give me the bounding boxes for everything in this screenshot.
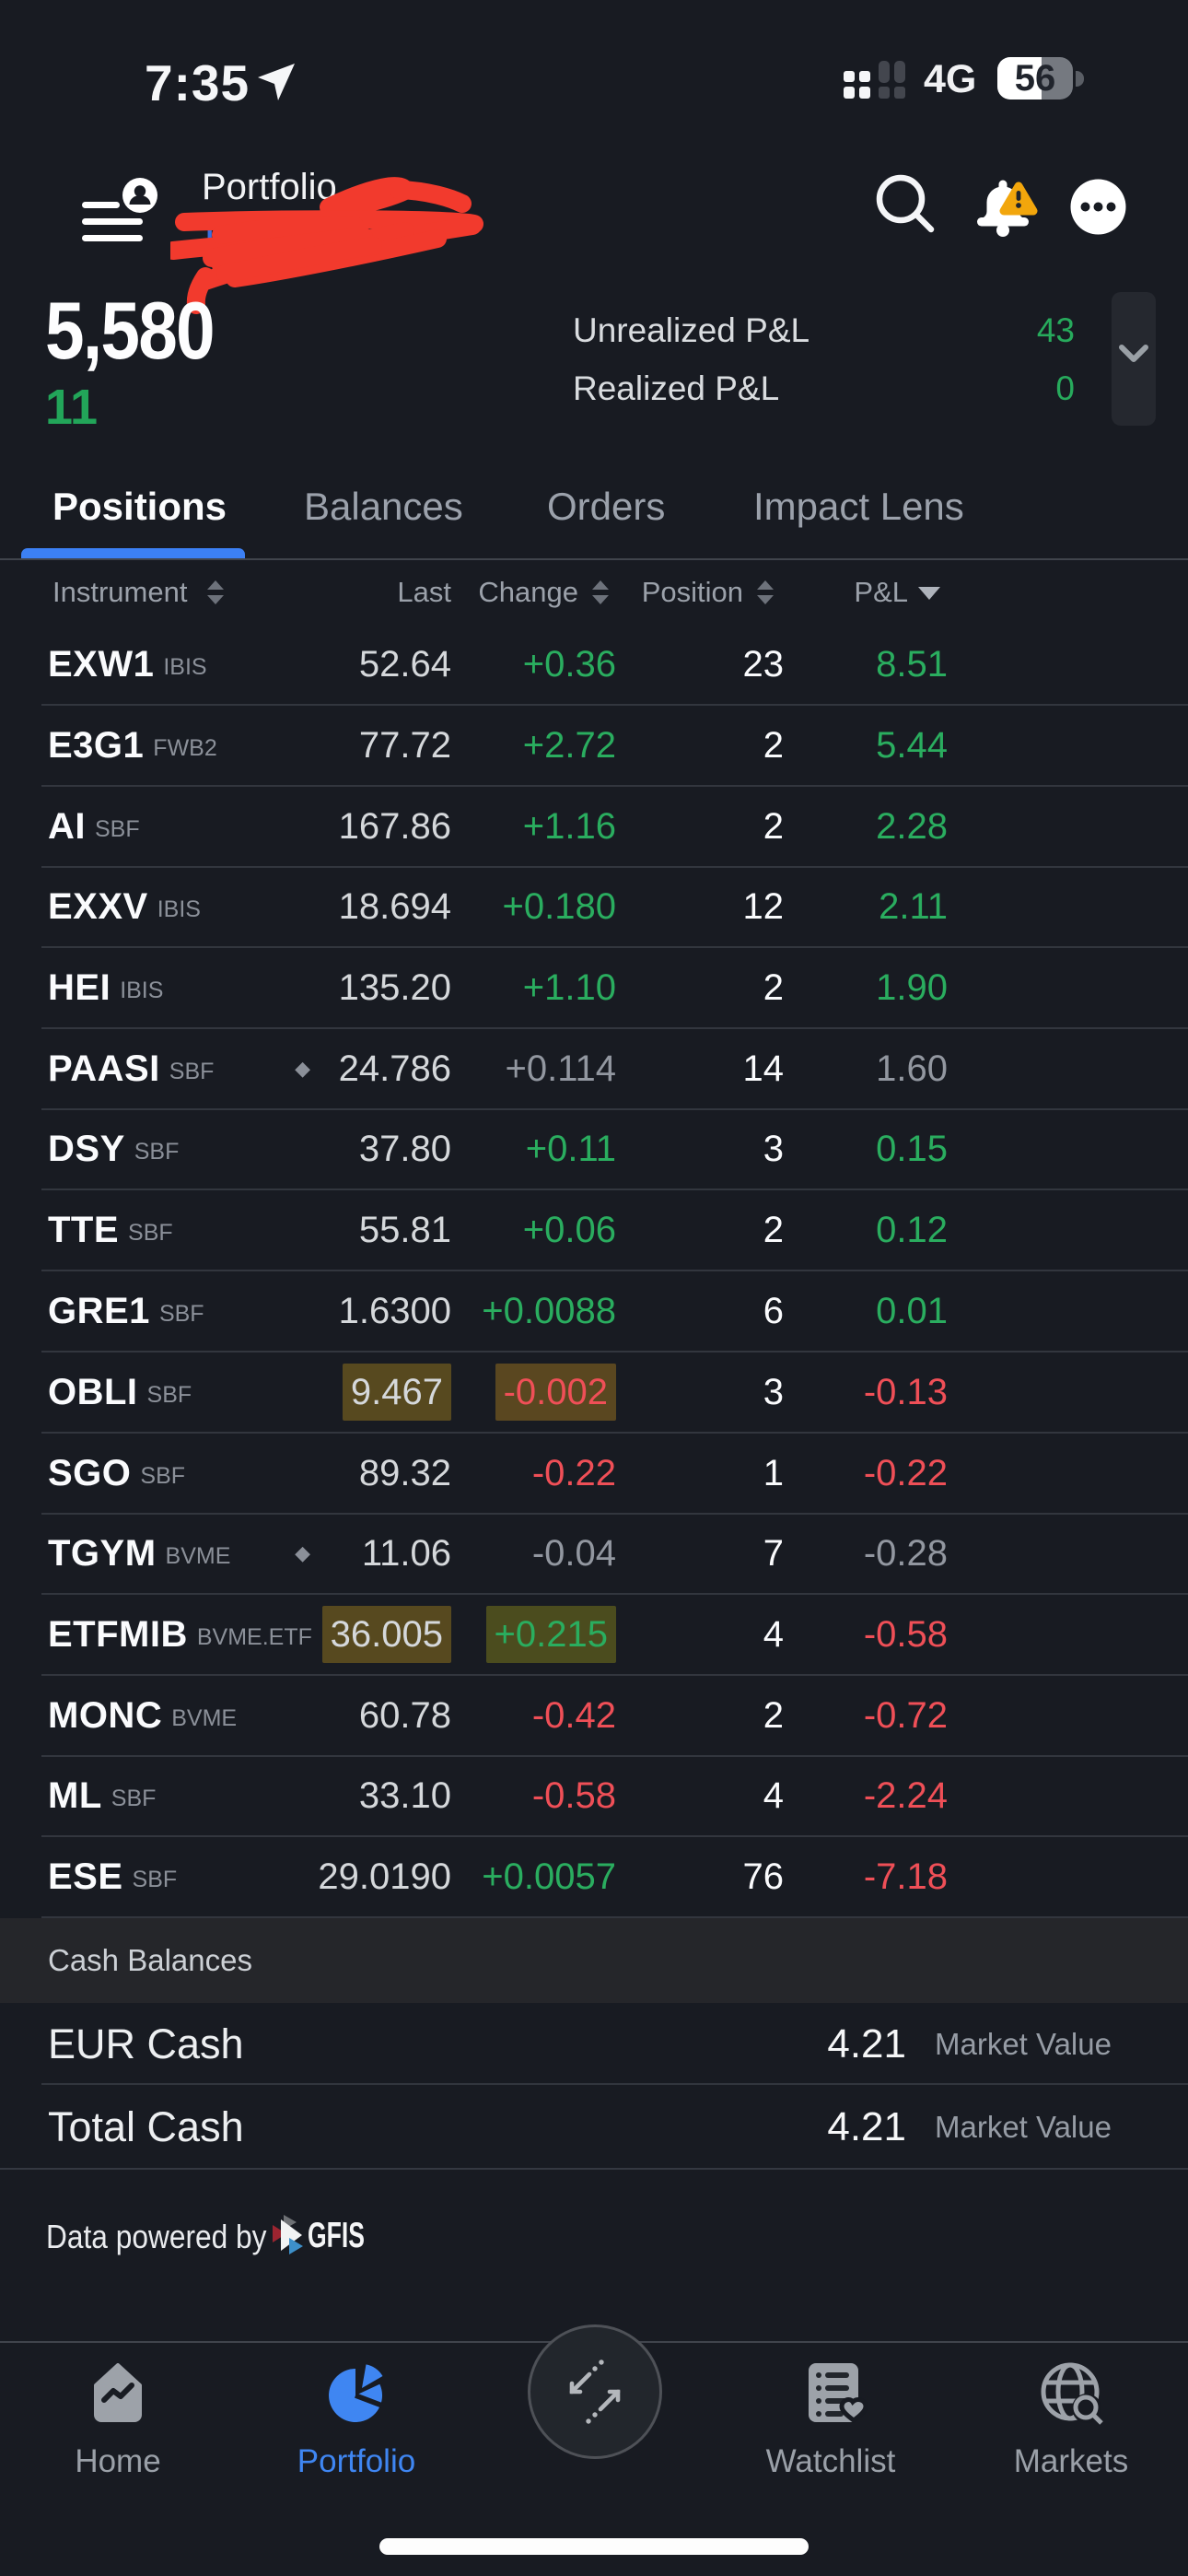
svg-text:GFIS: GFIS (308, 2216, 365, 2255)
